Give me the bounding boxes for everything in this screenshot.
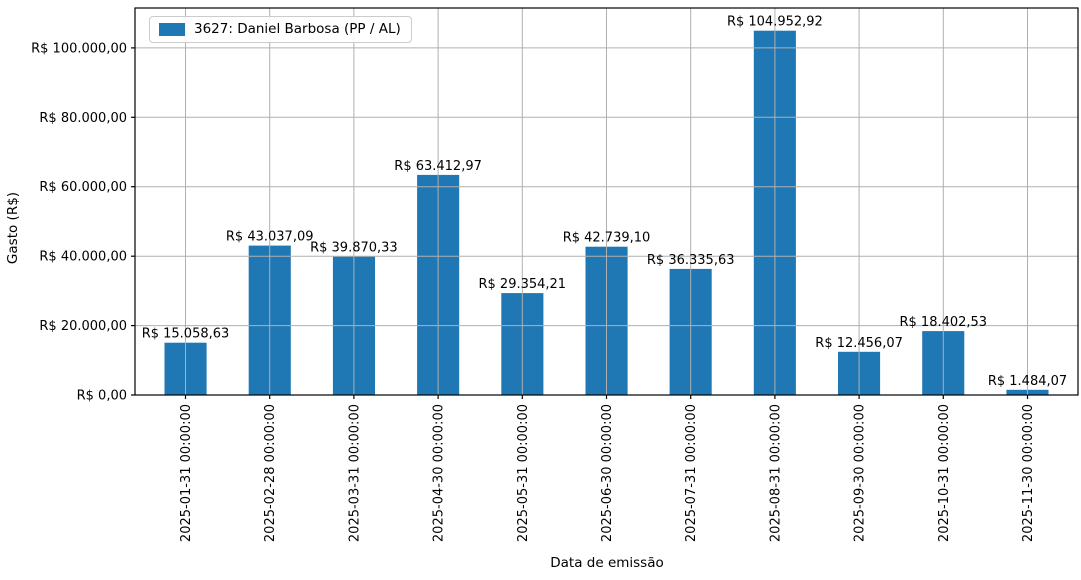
x-tick-label: 2025-08-31 00:00:00 — [768, 404, 783, 542]
legend: 3627: Daniel Barbosa (PP / AL) — [149, 16, 412, 43]
x-tick-label: 2025-09-30 00:00:00 — [853, 404, 868, 542]
x-tick-label: 2025-04-30 00:00:00 — [432, 404, 447, 542]
x-tick-label: 2025-05-31 00:00:00 — [516, 404, 531, 542]
bar-value-label: R$ 42.739,10 — [563, 231, 651, 246]
x-tick-label: 2025-02-28 00:00:00 — [263, 404, 278, 542]
legend-swatch — [159, 22, 185, 36]
bar-value-label: R$ 63.412,97 — [394, 159, 482, 174]
x-axis-label: Data de emissão — [550, 555, 664, 571]
axes-layer — [131, 7, 1079, 399]
y-tick-label: R$ 60.000,00 — [39, 180, 127, 195]
y-tick-label: R$ 0,00 — [77, 389, 127, 404]
bar-value-label: R$ 15.058,63 — [142, 327, 230, 342]
bar-value-label: R$ 12.456,07 — [815, 336, 903, 351]
y-tick-label: R$ 40.000,00 — [39, 250, 127, 265]
y-tick-label: R$ 100.000,00 — [31, 41, 127, 56]
x-tick-label: 2025-03-31 00:00:00 — [347, 404, 362, 542]
x-tick-label: 2025-01-31 00:00:00 — [179, 404, 194, 542]
x-tick-label: 2025-06-30 00:00:00 — [600, 404, 615, 542]
bar-value-label: R$ 18.402,53 — [899, 315, 987, 330]
bar-value-label: R$ 1.484,07 — [988, 374, 1067, 389]
bar-value-label: R$ 36.335,63 — [647, 253, 735, 268]
y-axis-label: Gasto (R$) — [5, 192, 21, 264]
bar-value-label: R$ 104.952,92 — [727, 15, 823, 30]
bar-value-labels-layer: R$ 15.058,63 R$ 43.037,09R$ 39.870,33 R$ 6… — [142, 15, 1067, 389]
y-tick-label: R$ 20.000,00 — [39, 319, 127, 334]
x-tick-label: 2025-11-30 00:00:00 — [1021, 404, 1036, 542]
bar-value-label: R$ 43.037,09 — [226, 230, 314, 245]
x-tick-label: 2025-07-31 00:00:00 — [684, 404, 699, 542]
x-tick-label: 2025-10-31 00:00:00 — [937, 404, 952, 542]
bar-value-label: R$ 39.870,33 — [310, 241, 398, 256]
y-tick-label: R$ 80.000,00 — [39, 111, 127, 126]
tick-labels-layer: R$ 0,00 R$ 20.000,00 R$ 40.000,00 R$ 60.000… — [31, 41, 1036, 542]
bar-value-label: R$ 29.354,21 — [478, 277, 566, 292]
legend-label: 3627: Daniel Barbosa (PP / AL) — [194, 21, 401, 37]
